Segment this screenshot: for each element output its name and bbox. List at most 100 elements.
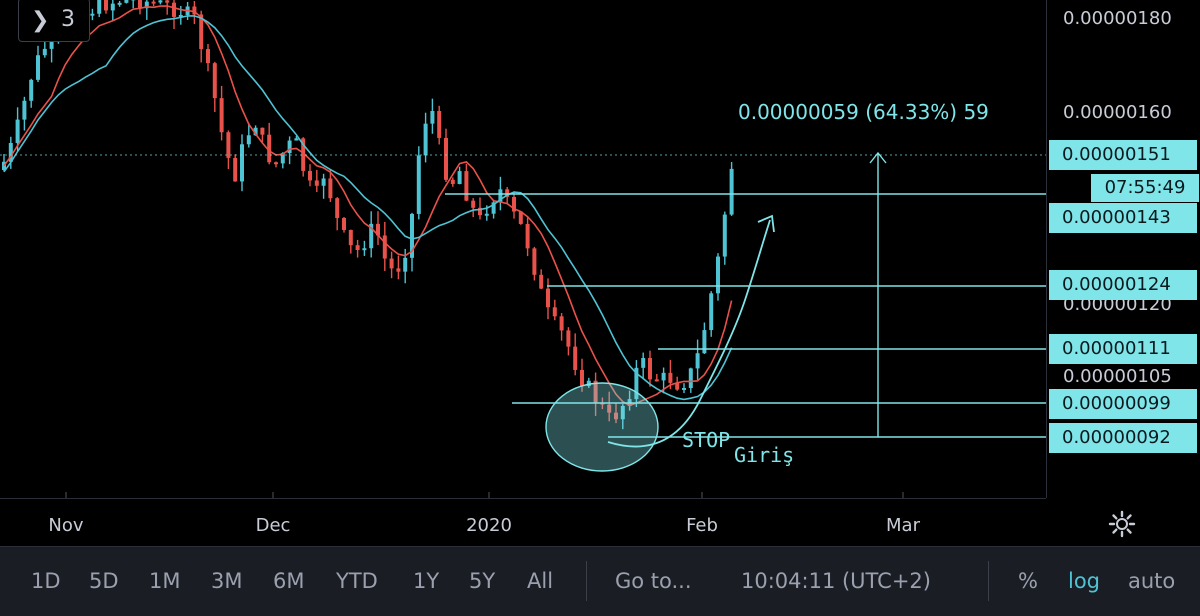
chevron-right-icon: ❯ — [31, 8, 49, 33]
fast-moving-average-line — [4, 6, 732, 405]
candle-body — [655, 379, 659, 381]
candle-body — [342, 218, 346, 230]
candle-body — [315, 180, 319, 185]
candle-body — [723, 215, 727, 257]
candle-body — [220, 98, 224, 132]
level-tag: 0.00000143 — [1049, 203, 1197, 233]
chart-area[interactable]: ❯ 3 0.00000059 (64.33%) 59 STOP Giriş — [0, 0, 1046, 498]
candle-body — [43, 49, 47, 55]
price-chart[interactable] — [0, 0, 1046, 498]
candle-body — [526, 224, 530, 248]
range-6m-button[interactable]: 6M — [273, 569, 304, 593]
candle-body — [335, 198, 339, 218]
price-axis[interactable]: 0.00000180 0.00000160 0.00000120 0.00000… — [1046, 0, 1200, 498]
time-axis[interactable]: Nov Dec 2020 Feb Mar — [0, 498, 1046, 547]
candle-body — [546, 289, 550, 308]
range-1y-button[interactable]: 1Y — [413, 569, 439, 593]
stop-annotation[interactable]: STOP — [682, 428, 730, 452]
candle-body — [158, 0, 162, 2]
candle-body — [471, 201, 475, 208]
candle-body — [322, 178, 326, 185]
candle-body — [349, 230, 353, 245]
candle-body — [668, 373, 672, 383]
candle-body — [124, 0, 128, 3]
percent-scale-toggle[interactable]: % — [1018, 569, 1038, 593]
candle-body — [226, 132, 230, 158]
support-zone-ellipse — [546, 383, 658, 471]
candle-body — [451, 180, 455, 184]
candle-body — [417, 155, 421, 214]
time-tick: 2020 — [466, 515, 512, 536]
range-5d-button[interactable]: 5D — [89, 569, 119, 593]
candle-body — [430, 111, 434, 124]
price-tick: 0.00000105 — [1063, 366, 1172, 387]
entry-annotation[interactable]: Giriş — [734, 443, 794, 467]
candle-body — [573, 347, 577, 370]
candle-body — [662, 373, 666, 381]
candle-body — [464, 171, 468, 201]
level-tag: 0.00000092 — [1049, 423, 1197, 453]
candle-body — [566, 330, 570, 346]
candle-body — [532, 248, 536, 274]
price-tick: 0.00000180 — [1063, 8, 1172, 29]
candle-body — [260, 128, 264, 135]
candle-body — [29, 80, 33, 101]
candle-body — [682, 388, 686, 390]
candle-body — [485, 214, 489, 216]
candle-body — [396, 268, 400, 271]
range-1m-button[interactable]: 1M — [149, 569, 180, 593]
candle-body — [648, 358, 652, 379]
candle-body — [696, 353, 700, 368]
projection-arrowhead — [758, 216, 774, 232]
time-tick: Nov — [48, 515, 83, 536]
candle-body — [362, 248, 366, 250]
time-tick: Dec — [256, 515, 291, 536]
candle-body — [213, 63, 217, 98]
measure-label: 0.00000059 (64.33%) 59 — [738, 100, 989, 124]
candle-body — [294, 138, 298, 140]
candle-body — [390, 259, 394, 269]
candle-body — [328, 178, 332, 198]
candle-body — [709, 293, 713, 330]
symbol-count: 3 — [61, 7, 75, 32]
candle-body — [308, 171, 312, 181]
candle-body — [152, 2, 156, 4]
candle-body — [90, 14, 94, 16]
candle-body — [240, 144, 244, 181]
settings-gear-icon[interactable] — [1108, 510, 1136, 538]
toolbar-divider — [586, 561, 587, 601]
candle-body — [458, 171, 462, 184]
toolbar-divider — [988, 561, 989, 601]
level-tag: 0.00000099 — [1049, 389, 1197, 419]
candle-body — [138, 0, 142, 8]
candle-body — [383, 235, 387, 258]
time-tick: Mar — [886, 515, 920, 536]
range-3m-button[interactable]: 3M — [211, 569, 242, 593]
candle-body — [437, 111, 441, 138]
range-1d-button[interactable]: 1D — [31, 569, 61, 593]
go-to-date-button[interactable]: Go to... — [615, 569, 692, 593]
bottom-toolbar: 1D 5D 1M 3M 6M YTD 1Y 5Y All Go to... 10… — [0, 546, 1200, 616]
candle-body — [424, 124, 428, 156]
candle-body — [206, 49, 210, 63]
timezone-clock[interactable]: 10:04:11 (UTC+2) — [741, 569, 931, 593]
symbol-list-toggle[interactable]: ❯ 3 — [18, 0, 90, 42]
candle-body — [641, 358, 645, 368]
last-price-tag: 0.00000151 — [1049, 140, 1197, 170]
candle-body — [36, 55, 40, 80]
candle-body — [716, 257, 720, 294]
range-ytd-button[interactable]: YTD — [336, 569, 378, 593]
range-5y-button[interactable]: 5Y — [469, 569, 495, 593]
auto-scale-toggle[interactable]: auto — [1128, 569, 1175, 593]
candle-body — [403, 258, 407, 272]
candle-body — [689, 368, 693, 388]
level-tag: 0.00000111 — [1049, 334, 1197, 364]
candle-body — [97, 0, 101, 14]
log-scale-toggle[interactable]: log — [1068, 569, 1100, 593]
candle-body — [111, 4, 115, 11]
range-all-button[interactable]: All — [527, 569, 553, 593]
bar-countdown: 07:55:49 — [1091, 174, 1199, 202]
candle-body — [444, 138, 448, 180]
slow-moving-average-line — [4, 16, 732, 400]
candle-body — [247, 135, 251, 144]
